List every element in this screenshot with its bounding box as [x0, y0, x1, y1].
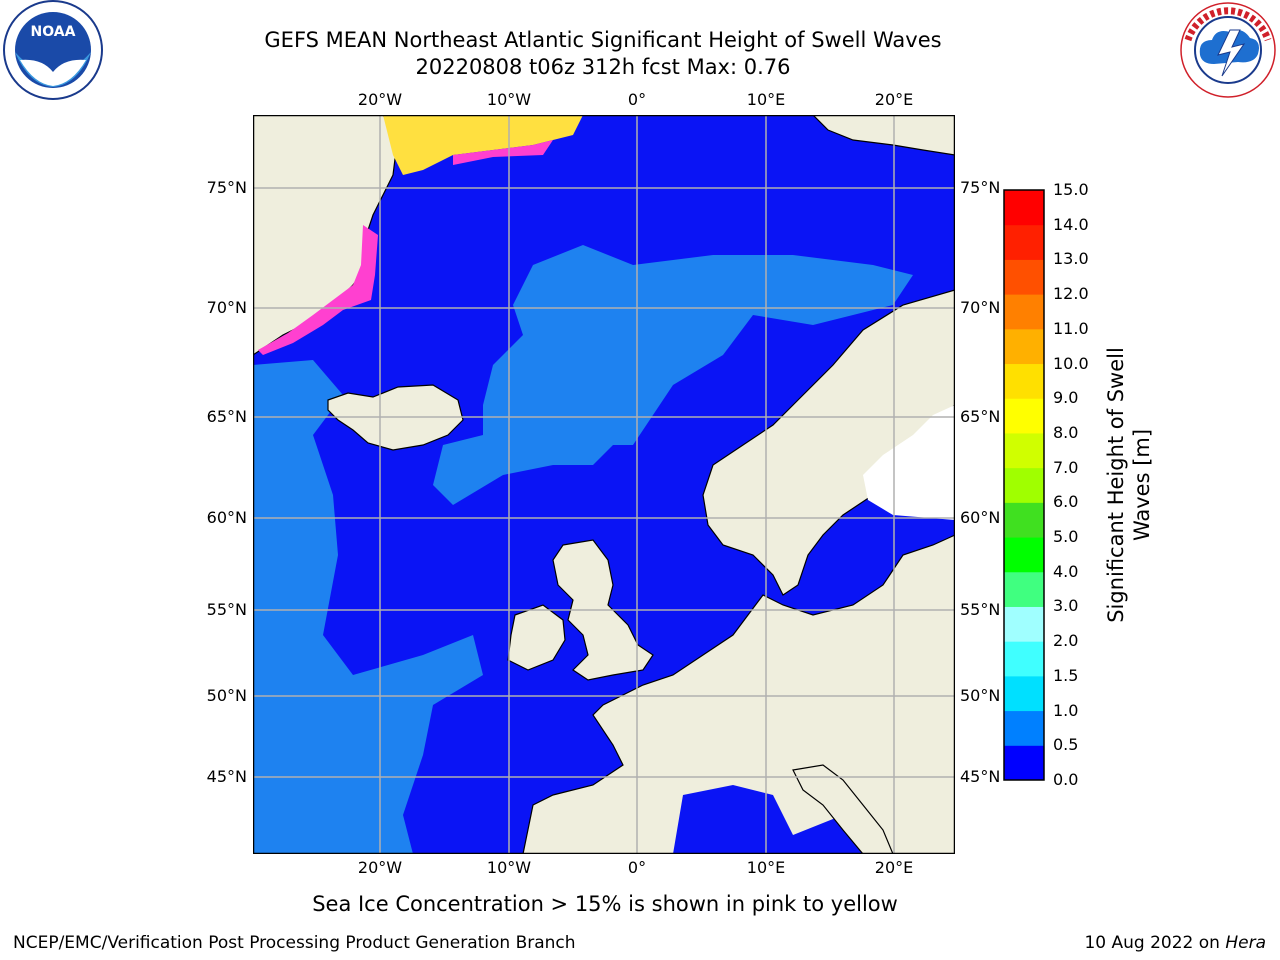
nodata-baltic-north — [863, 405, 955, 520]
lon-tick-bottom: 20°W — [357, 858, 403, 877]
lat-tick-right: 75°N — [960, 178, 1001, 197]
colorbar-segment — [1004, 606, 1044, 642]
lon-tick-top: 10°W — [486, 90, 532, 109]
lat-tick-left: 50°N — [206, 686, 247, 705]
lon-tick-top: 10°E — [746, 90, 786, 109]
branch-credit: NCEP/EMC/Verification Post Processing Pr… — [13, 933, 576, 953]
swell-region-west — [253, 360, 483, 854]
land-svalbard — [812, 115, 955, 156]
colorbar-tick-label: 11.0 — [1053, 318, 1089, 338]
colorbar-tick-label: 1.0 — [1053, 700, 1079, 720]
colorbar-segment — [1004, 710, 1044, 746]
colorbar-tick-label: 10.0 — [1053, 353, 1089, 373]
colorbar — [1003, 189, 1045, 781]
colorbar-segment — [1004, 745, 1044, 781]
swell-region-north — [433, 245, 913, 505]
sea-ice-note: Sea Ice Concentration > 15% is shown in … — [312, 892, 898, 916]
colorbar-tick-label: 3.0 — [1053, 596, 1079, 616]
colorbar-tick-label: 4.0 — [1053, 561, 1079, 581]
lon-tick-bottom: 0° — [627, 858, 647, 877]
sea-ice-greenland-coast — [258, 225, 378, 355]
colorbar-segment — [1004, 432, 1044, 469]
colorbar-segment — [1004, 259, 1044, 295]
colorbar-segment — [1004, 641, 1044, 677]
noaa-logo: NOAA — [3, 0, 103, 100]
colorbar-segment — [1004, 224, 1044, 260]
colorbar-segment — [1004, 190, 1044, 226]
colorbar-segment — [1004, 398, 1044, 434]
land-continental-europe — [522, 534, 955, 854]
colorbar-frame — [1003, 189, 1045, 781]
colorbar-segment — [1004, 363, 1044, 399]
sea-ice-north — [383, 115, 583, 175]
lon-tick-top: 0° — [627, 90, 647, 109]
lat-tick-right: 55°N — [960, 600, 1001, 619]
noaa-logo-text: NOAA — [31, 24, 76, 40]
lat-tick-left: 65°N — [206, 407, 247, 426]
lat-tick-left: 70°N — [206, 298, 247, 317]
colorbar-segment — [1004, 467, 1044, 503]
lat-tick-right: 60°N — [960, 508, 1001, 527]
graticule — [253, 115, 955, 854]
lat-tick-right: 45°N — [960, 767, 1001, 786]
lat-tick-right: 65°N — [960, 407, 1001, 426]
colorbar-tick-label: 14.0 — [1053, 214, 1089, 234]
map-panel — [253, 115, 955, 854]
lat-tick-right: 70°N — [960, 298, 1001, 317]
colorbar-tick-label: 12.0 — [1053, 284, 1089, 304]
colorbar-segment — [1004, 571, 1044, 607]
sea-ice-pink-edge — [453, 140, 553, 165]
sea-mediterranean — [673, 785, 873, 854]
colorbar-tick-label: 0.5 — [1053, 735, 1079, 755]
colorbar-segment — [1004, 675, 1044, 712]
colorbar-title: Significant Height of Swell Waves [m] — [1104, 347, 1154, 623]
lat-tick-right: 50°N — [960, 686, 1001, 705]
lat-tick-left: 55°N — [206, 600, 247, 619]
colorbar-tick-label: 5.0 — [1053, 527, 1079, 547]
lon-tick-bottom: 20°E — [874, 858, 914, 877]
page-subtitle: 20220808 t06z 312h fcst Max: 0.76 — [415, 55, 791, 79]
nws-logo — [1180, 2, 1276, 98]
colorbar-tick-label: 2.0 — [1053, 631, 1079, 651]
colorbar-segment — [1004, 537, 1044, 573]
lon-tick-bottom: 10°E — [746, 858, 786, 877]
colorbar-segment — [1004, 328, 1044, 365]
colorbar-tick-label: 7.0 — [1053, 457, 1079, 477]
colorbar-tick-label: 15.0 — [1053, 180, 1089, 199]
colorbar-tick-label: 0.0 — [1053, 770, 1079, 789]
lon-tick-top: 20°E — [874, 90, 914, 109]
land-italy — [792, 764, 894, 854]
colorbar-segment — [1004, 502, 1044, 538]
page-title: GEFS MEAN Northeast Atlantic Significant… — [264, 28, 942, 52]
date-credit: 10 Aug 2022 on Hera — [1084, 933, 1266, 953]
colorbar-tick-label: 8.0 — [1053, 422, 1079, 442]
colorbar-tick-label: 1.5 — [1053, 665, 1079, 685]
colorbar-tick-label: 13.0 — [1053, 249, 1089, 269]
lat-tick-left: 60°N — [206, 508, 247, 527]
lon-tick-bottom: 10°W — [486, 858, 532, 877]
map-frame — [253, 115, 955, 854]
colorbar-segment — [1004, 294, 1044, 330]
lat-tick-left: 75°N — [206, 178, 247, 197]
lat-tick-left: 45°N — [206, 767, 247, 786]
colorbar-tick-label: 6.0 — [1053, 492, 1079, 512]
lon-tick-top: 20°W — [357, 90, 403, 109]
colorbar-tick-label: 9.0 — [1053, 388, 1079, 408]
